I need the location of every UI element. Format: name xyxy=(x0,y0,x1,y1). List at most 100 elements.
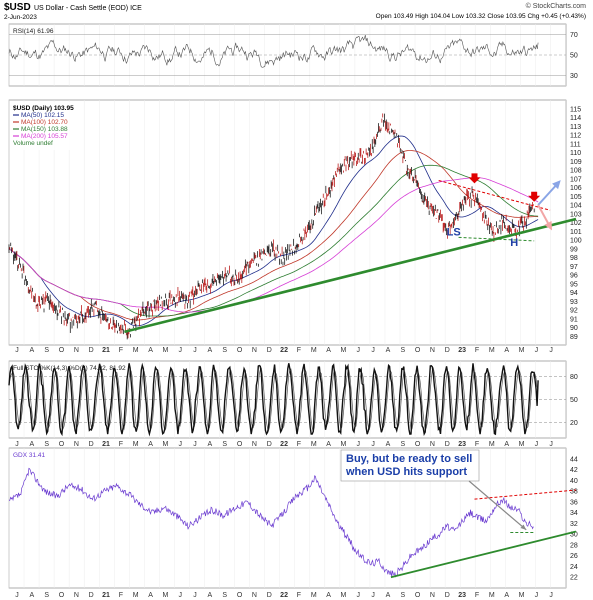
y-tick-label: 90 xyxy=(570,325,578,332)
y-tick-label: 98 xyxy=(570,255,578,262)
x-tick-label: 21 xyxy=(102,592,110,599)
y-tick-label: 42 xyxy=(570,467,578,474)
down-arrow-icon xyxy=(528,191,541,202)
x-tick-label: N xyxy=(74,347,79,354)
x-tick-label: A xyxy=(148,347,153,354)
legend-box xyxy=(11,102,73,150)
x-tick-label: J xyxy=(357,592,361,599)
x-tick-label: J xyxy=(15,592,19,599)
y-tick-label: 104 xyxy=(570,203,582,210)
x-tick-label: J xyxy=(15,347,19,354)
y-tick-label: 101 xyxy=(570,229,582,236)
x-tick-label: O xyxy=(415,441,421,448)
y-tick-label: 99 xyxy=(570,246,578,253)
x-tick-label: J xyxy=(371,347,375,354)
x-tick-label: M xyxy=(489,441,495,448)
y-tick-label: 24 xyxy=(570,564,578,571)
y-tick-label: 100 xyxy=(570,238,582,245)
x-tick-label: F xyxy=(297,441,301,448)
callout-pointer xyxy=(468,480,527,531)
x-tick-label: M xyxy=(133,347,139,354)
x-tick-label: M xyxy=(162,441,168,448)
x-tick-label: 23 xyxy=(458,592,466,599)
x-tick-label: J xyxy=(357,441,361,448)
x-tick-label: D xyxy=(267,347,272,354)
y-tick-label: 105 xyxy=(570,194,582,201)
x-tick-label: J xyxy=(178,347,182,354)
x-tick-label: D xyxy=(89,592,94,599)
callout-text: Buy, but be ready to sell xyxy=(346,453,472,465)
x-tick-label: A xyxy=(386,441,391,448)
y-tick-label: 22 xyxy=(570,575,578,582)
callout-arrowhead xyxy=(520,524,527,530)
callout-box xyxy=(340,449,480,482)
x-tick-label: J xyxy=(371,441,375,448)
x-tick-label: F xyxy=(297,347,301,354)
x-tick-label: S xyxy=(222,592,227,599)
x-tick-label: S xyxy=(400,592,405,599)
y-tick-label: 114 xyxy=(570,115,581,122)
x-tick-label: A xyxy=(30,347,35,354)
gdx-line xyxy=(8,467,534,578)
brand-watermark: © StockCharts.com xyxy=(526,2,587,10)
x-tick-label: M xyxy=(311,347,317,354)
legend-label: RSI(14) 61.96 xyxy=(13,28,54,35)
x-tick-label: J xyxy=(535,347,539,354)
x-tick-label: D xyxy=(267,592,272,599)
legend-label: MA(50) 102.15 xyxy=(21,112,64,119)
y-tick-label: 34 xyxy=(570,510,578,517)
x-tick-label: J xyxy=(549,347,553,354)
neckline-dashed-line xyxy=(458,236,535,242)
ma-line-MA100 xyxy=(8,150,539,321)
x-tick-label: D xyxy=(445,592,450,599)
x-tick-label: J xyxy=(535,592,539,599)
x-tick-label: A xyxy=(208,592,213,599)
x-tick-label: N xyxy=(74,441,79,448)
gdx-panel-frame xyxy=(8,447,567,589)
y-tick-label: 97 xyxy=(570,264,578,271)
x-tick-label: D xyxy=(89,347,94,354)
x-tick-label: N xyxy=(252,592,257,599)
x-tick-label: M xyxy=(489,347,495,354)
rsi-panel: 70 50 30 RSI(14) 61.96 xyxy=(8,23,578,87)
x-tick-label: J xyxy=(549,441,553,448)
x-tick-label: F xyxy=(119,441,123,448)
y-tick-label: 80 xyxy=(570,374,578,381)
x-tick-label: F xyxy=(119,347,123,354)
x-tick-label: F xyxy=(119,592,123,599)
y-tick-label: 113 xyxy=(570,124,581,131)
legend-label: GDX 31.41 xyxy=(13,452,46,459)
x-tick-label: 23 xyxy=(458,441,466,448)
x-tick-label: N xyxy=(74,592,79,599)
x-tick-label: J xyxy=(193,347,197,354)
y-tick-label: 103 xyxy=(570,211,582,218)
x-tick-label: F xyxy=(475,441,479,448)
y-tick-label: 115 xyxy=(570,106,581,113)
x-tick-label: M xyxy=(162,347,168,354)
y-tick-label: 38 xyxy=(570,489,578,496)
x-tick-label: O xyxy=(237,347,243,354)
y-tick-label: 40 xyxy=(570,478,578,485)
resistance-dashed-line xyxy=(438,180,551,211)
ohlc-readout: Open 103.49 High 104.04 Low 103.32 Close… xyxy=(376,13,586,20)
sto-d-line xyxy=(8,366,539,434)
x-tick-label: N xyxy=(430,592,435,599)
symbol-name: US Dollar - Cash Settle (EOD) ICE xyxy=(34,5,142,12)
x-tick-label: A xyxy=(504,441,509,448)
x-tick-label: O xyxy=(415,592,421,599)
x-tick-label: M xyxy=(133,441,139,448)
x-tick-label: A xyxy=(326,592,331,599)
down-arrow-icon xyxy=(468,173,481,184)
y-tick-label: 112 xyxy=(570,133,581,140)
x-tick-label: M xyxy=(311,441,317,448)
y-tick-label: 93 xyxy=(570,299,578,306)
x-tick-label: N xyxy=(252,441,257,448)
legend-label: $USD (Daily) 103.95 xyxy=(13,105,74,112)
x-tick-label: S xyxy=(222,347,227,354)
x-tick-label: A xyxy=(326,347,331,354)
projection-arrow xyxy=(537,182,559,206)
uptrend-line xyxy=(124,217,577,334)
gdx-resistance-line xyxy=(474,489,577,500)
symbol-label: $USD xyxy=(4,2,31,13)
